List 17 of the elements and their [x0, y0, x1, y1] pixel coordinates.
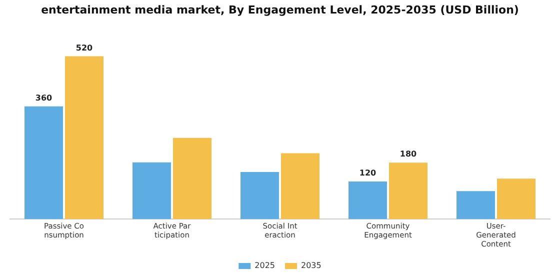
bar	[497, 178, 536, 219]
chart-title: entertainment media market, By Engagement Level, 2025-2035 (USD Billion)	[41, 3, 519, 16]
bar	[173, 138, 212, 219]
bar	[24, 106, 63, 219]
data-label: 180	[400, 150, 418, 159]
data-label: 360	[35, 93, 53, 102]
bar	[456, 191, 495, 219]
bar	[65, 56, 104, 219]
legend-label: 2025	[254, 261, 275, 270]
legend-label: 2035	[301, 261, 322, 270]
bar	[281, 153, 320, 219]
bar	[348, 181, 387, 219]
bar	[132, 162, 171, 219]
data-label: 120	[359, 168, 377, 178]
bar	[389, 162, 428, 219]
bar	[240, 172, 279, 219]
data-label: 520	[76, 43, 94, 52]
